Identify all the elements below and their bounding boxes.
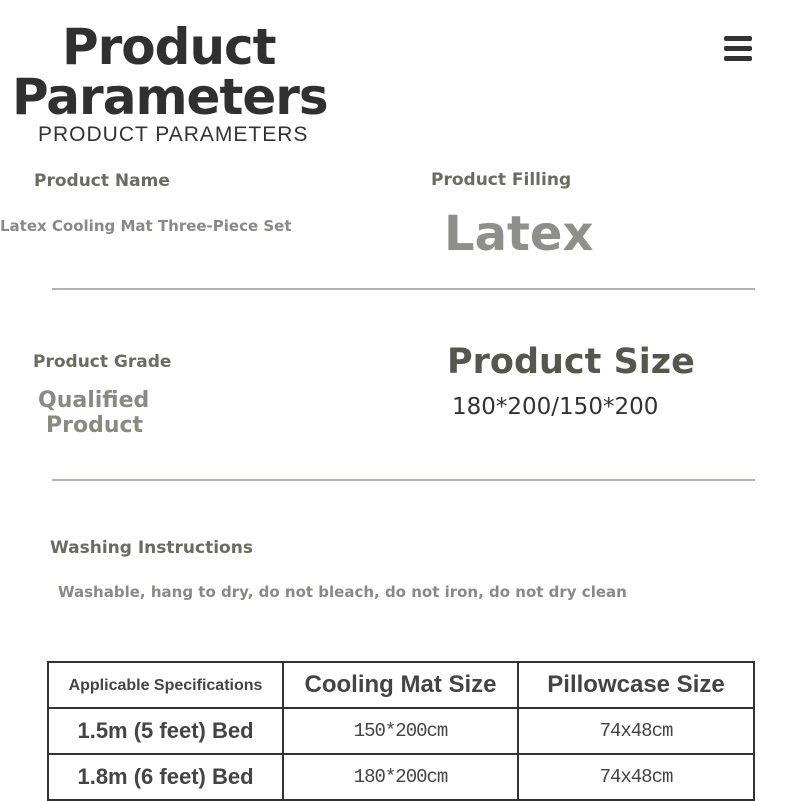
page-title-line1: Product (62, 18, 277, 76)
washing-instructions-value: Washable, hang to dry, do not bleach, do… (58, 583, 627, 601)
product-name-value: Latex Cooling Mat Three-Piece Set (0, 217, 292, 235)
pillowcase-size-cell: 74x48cm (517, 707, 755, 755)
pillowcase-size-cell: 74x48cm (517, 753, 755, 801)
spec-cell: 1.8m (6 feet) Bed (47, 753, 284, 801)
size-table: Applicable Specifications Cooling Mat Si… (47, 661, 755, 801)
spec-cell: 1.5m (5 feet) Bed (47, 707, 284, 755)
divider (52, 479, 755, 481)
header-pillowcase-size: Pillowcase Size (517, 661, 755, 709)
product-name-label: Product Name (34, 171, 170, 191)
page-subtitle: PRODUCT PARAMETERS (38, 123, 309, 146)
product-size-value: 180*200/150*200 (452, 394, 659, 420)
hamburger-menu-icon[interactable] (724, 36, 752, 64)
table-row: 1.5m (5 feet) Bed 150*200cm 74x48cm (47, 707, 755, 755)
cooling-mat-size-cell: 150*200cm (282, 707, 519, 755)
page-title-line2: Parameters (12, 68, 329, 126)
cooling-mat-size-cell: 180*200cm (282, 753, 519, 801)
table-header-row: Applicable Specifications Cooling Mat Si… (47, 661, 755, 709)
product-grade-label: Product Grade (33, 352, 172, 372)
washing-instructions-label: Washing Instructions (50, 538, 253, 558)
header-applicable-specifications: Applicable Specifications (47, 661, 284, 709)
header-cooling-mat-size: Cooling Mat Size (282, 661, 519, 709)
product-grade-value-line1: Qualified (38, 388, 150, 413)
divider (52, 288, 755, 290)
product-filling-label: Product Filling (431, 170, 572, 190)
product-grade-value-line2: Product (46, 413, 144, 438)
table-row: 1.8m (6 feet) Bed 180*200cm 74x48cm (47, 753, 755, 801)
product-filling-value: Latex (444, 206, 594, 262)
product-size-label: Product Size (447, 342, 695, 382)
